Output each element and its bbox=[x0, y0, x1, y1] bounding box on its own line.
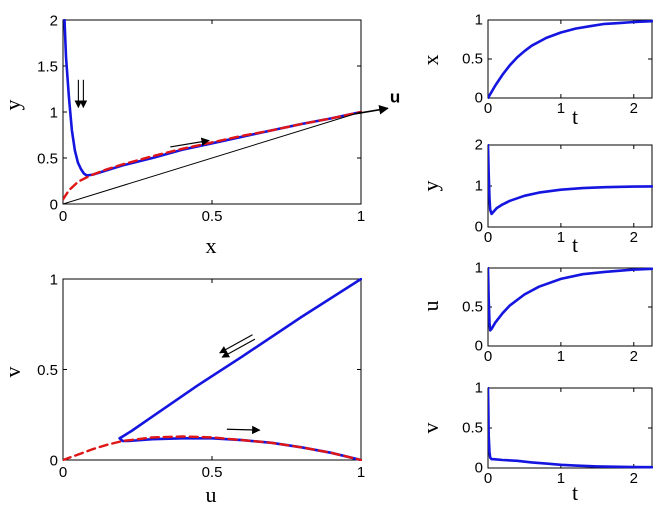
panel-ut: 0 1 2 0 0.5 1 u bbox=[418, 260, 653, 365]
series-line-solid-blue bbox=[488, 144, 653, 216]
x-tick-label: 0 bbox=[59, 464, 67, 481]
plot-frame-xt bbox=[487, 19, 653, 99]
plot-frame-ut bbox=[487, 267, 653, 347]
series-group-xt bbox=[488, 19, 653, 99]
panel-uv: 0 0.5 1 0 0.5 1 u v bbox=[0, 271, 365, 507]
x-tick-label: 1 bbox=[557, 470, 565, 487]
x-tick-label: 2 bbox=[630, 470, 638, 487]
y-tick-label: 0 bbox=[50, 452, 58, 469]
x-tick-label: 0.5 bbox=[202, 464, 223, 481]
x-tick-label: 1 bbox=[557, 100, 565, 117]
series-group-xy bbox=[63, 19, 362, 205]
x-tick-label: 0.5 bbox=[202, 208, 223, 225]
x-tick-label: 1 bbox=[557, 348, 565, 365]
y-tick-label: 0.5 bbox=[462, 420, 483, 437]
x-tick-label: 0 bbox=[484, 348, 492, 365]
panel-xy: 0 0.5 1 0 0.5 1 1.5 2 x y u bbox=[0, 12, 400, 258]
x-tick-label: 1 bbox=[357, 208, 365, 225]
x-axis-label: t bbox=[572, 104, 578, 129]
x-tick-label: 0 bbox=[59, 208, 67, 225]
y-tick-label: 1 bbox=[475, 178, 483, 195]
y-tick-label: 0.5 bbox=[462, 299, 483, 316]
series-line-dashed-red bbox=[63, 110, 362, 201]
series-line-solid-blue bbox=[488, 267, 653, 332]
series-line-thin-black bbox=[63, 111, 362, 205]
u-axis-arrow bbox=[354, 105, 389, 115]
x-tick-label: 1 bbox=[557, 229, 565, 246]
y-tick-label: 1 bbox=[475, 380, 483, 397]
series-line-solid-blue bbox=[488, 387, 653, 469]
y-tick-label: 1 bbox=[475, 12, 483, 29]
y-tick-label: 1 bbox=[475, 260, 483, 277]
series-group-uv bbox=[63, 278, 362, 461]
x-axis-label: t bbox=[572, 480, 578, 505]
y-axis-label: y bbox=[0, 100, 25, 111]
direction-arrow bbox=[226, 425, 261, 435]
y-tick-label: 2 bbox=[475, 137, 483, 154]
y-tick-label: 1 bbox=[50, 271, 58, 288]
series-group-yt bbox=[488, 144, 653, 216]
y-axis-label: x bbox=[418, 55, 443, 66]
x-tick-label: 0 bbox=[484, 100, 492, 117]
y-tick-label: 0.5 bbox=[462, 51, 483, 68]
x-tick-label: 0 bbox=[484, 229, 492, 246]
x-tick-label: 0 bbox=[484, 470, 492, 487]
y-axis-label: v bbox=[0, 367, 25, 378]
x-tick-label: 2 bbox=[630, 229, 638, 246]
double-arrow-line bbox=[221, 338, 256, 358]
y-tick-label: 1.5 bbox=[37, 58, 58, 75]
y-tick-label: 0 bbox=[475, 460, 483, 477]
x-tick-label: 2 bbox=[630, 348, 638, 365]
y-axis-label: u bbox=[418, 301, 443, 312]
direction-arrow bbox=[170, 137, 210, 148]
series-group-vt bbox=[488, 387, 653, 469]
x-tick-label: 2 bbox=[630, 100, 638, 117]
series-line-solid-blue bbox=[488, 19, 653, 99]
double-arrow-line bbox=[219, 334, 253, 354]
x-axis-label: x bbox=[206, 233, 217, 258]
u-axis-label: u bbox=[390, 87, 400, 106]
plot-frame-xy bbox=[62, 19, 362, 205]
y-axis-label: y bbox=[418, 181, 443, 192]
x-tick-label: 1 bbox=[357, 464, 365, 481]
y-tick-label: 0.5 bbox=[37, 362, 58, 379]
series-group-ut bbox=[488, 267, 653, 332]
x-axis-label: u bbox=[206, 482, 217, 507]
y-tick-label: 0 bbox=[475, 338, 483, 355]
plot-frame-vt bbox=[487, 387, 653, 469]
y-tick-label: 0 bbox=[475, 219, 483, 236]
x-axis-label: t bbox=[572, 232, 578, 257]
panel-yt: 0 1 2 0 1 2 t y bbox=[418, 137, 653, 257]
y-axis-label: v bbox=[418, 423, 443, 434]
series-line-dashed-red bbox=[63, 435, 362, 461]
y-tick-label: 0 bbox=[475, 90, 483, 107]
y-tick-label: 0 bbox=[50, 196, 58, 213]
y-tick-label: 2 bbox=[50, 12, 58, 29]
y-tick-label: 0.5 bbox=[37, 150, 58, 167]
y-tick-label: 1 bbox=[50, 104, 58, 121]
